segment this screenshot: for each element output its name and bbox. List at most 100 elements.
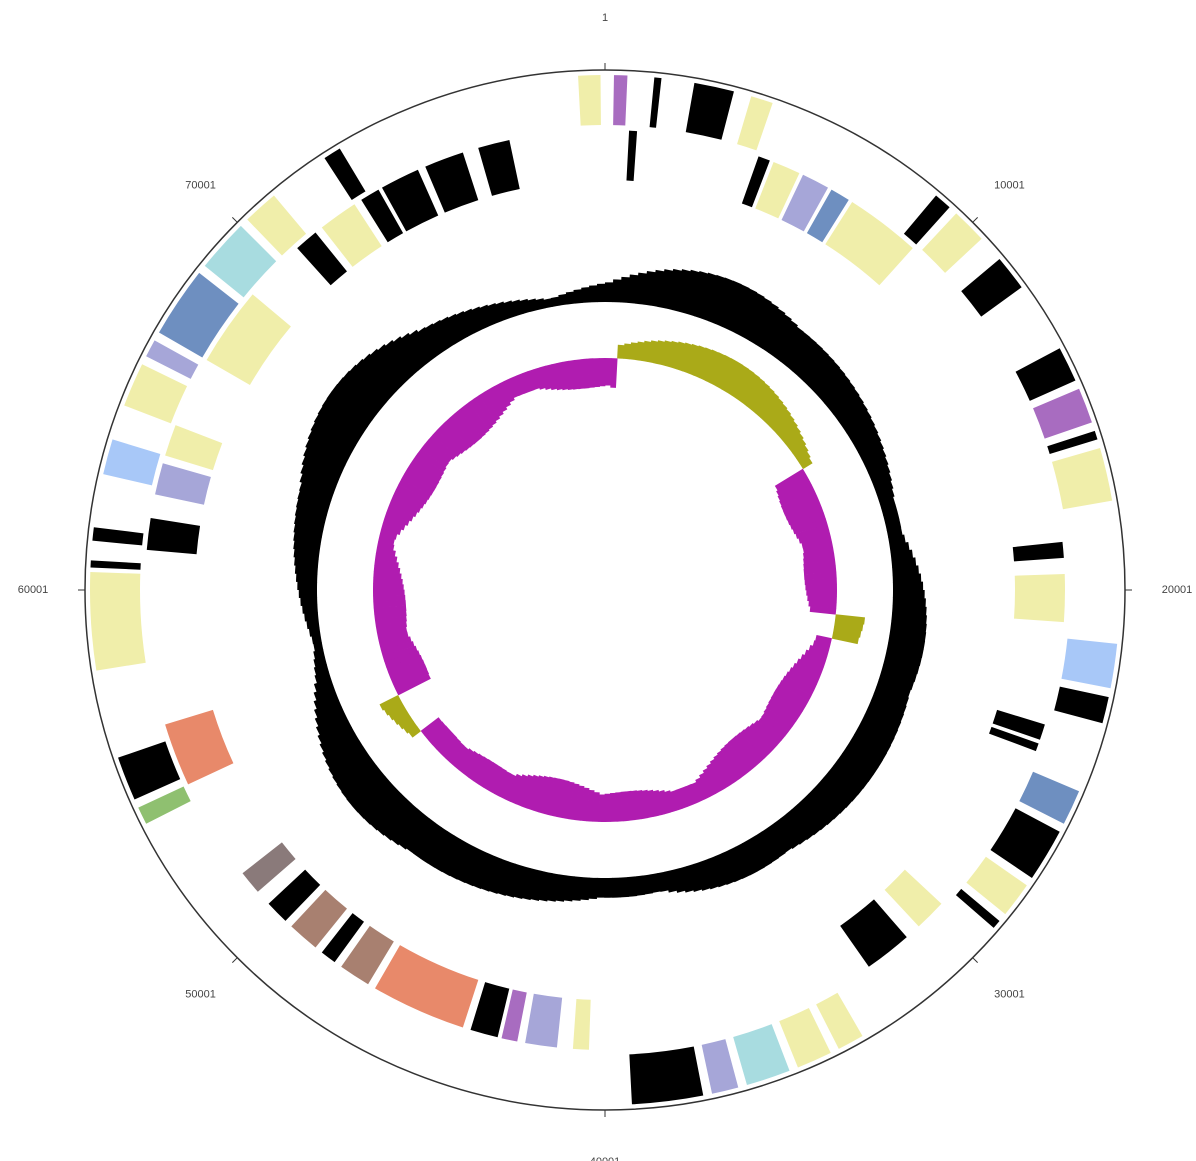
gc-skew-bar xyxy=(807,595,837,603)
gc-content-bar xyxy=(892,605,927,616)
gc-skew-bar xyxy=(592,792,600,822)
gc-content-bar xyxy=(892,573,922,583)
gc-content-bar xyxy=(409,329,437,362)
tick-mark xyxy=(232,957,238,963)
gene-block xyxy=(204,225,277,298)
gc-content-bar xyxy=(432,319,455,349)
gc-skew-bar xyxy=(727,738,756,771)
gc-content-bar xyxy=(349,364,392,403)
gc-content-bar xyxy=(649,873,661,893)
gene-block xyxy=(165,425,223,471)
gc-skew-bar xyxy=(780,490,818,512)
gene-block xyxy=(989,726,1039,752)
gc-content-bar xyxy=(786,337,817,372)
gc-skew-bar xyxy=(802,541,834,554)
gene-block xyxy=(685,82,734,140)
gene-block xyxy=(816,992,863,1049)
gc-content-bar xyxy=(742,297,772,341)
gene-block xyxy=(1019,771,1080,824)
gc-content-bar xyxy=(589,285,598,303)
gc-skew-bar xyxy=(800,654,826,668)
gene-block xyxy=(955,888,1000,928)
gc-skew-bar xyxy=(706,763,727,792)
gc-content-bar xyxy=(728,288,758,334)
gc-content-bar xyxy=(892,590,925,599)
gc-skew-bar xyxy=(376,541,395,551)
gc-content-bar xyxy=(385,340,419,376)
gc-skew-bar xyxy=(812,640,831,651)
gene-block xyxy=(806,189,849,243)
gc-content-bar xyxy=(870,693,907,715)
gc-content-bar xyxy=(307,430,353,460)
gc-skew-bar xyxy=(510,774,528,805)
gc-content-bar xyxy=(543,298,554,309)
gc-content-bar xyxy=(313,678,334,693)
gc-content-bar xyxy=(890,620,927,633)
gc-content-bar xyxy=(417,327,443,358)
gc-content-bar xyxy=(596,283,606,303)
gc-skew-bar xyxy=(463,402,490,434)
gc-content-bar xyxy=(363,787,402,825)
gc-skew-bar xyxy=(744,726,774,755)
gc-content-bar xyxy=(294,515,326,531)
gc-content-bar xyxy=(735,843,758,876)
gc-skew-bar xyxy=(792,444,809,459)
gc-skew-bar xyxy=(544,777,560,816)
gc-content-bar xyxy=(538,871,553,902)
gc-content-bar xyxy=(313,656,327,668)
gc-content-bar xyxy=(293,531,322,545)
gc-skew-bar xyxy=(653,340,666,365)
gc-skew-bar xyxy=(407,463,440,487)
gc-skew-bar xyxy=(420,717,443,737)
gc-content-bar xyxy=(357,782,397,819)
gc-skew-bar xyxy=(483,388,504,417)
gc-skew-bar xyxy=(398,716,414,730)
gc-content-bar xyxy=(823,771,858,802)
gc-content-bar xyxy=(634,875,646,896)
gc-skew-bar xyxy=(699,772,716,797)
gene-block xyxy=(155,463,211,505)
gc-content-bar xyxy=(774,326,804,362)
gc-content-bar xyxy=(317,405,364,440)
gc-content-bar xyxy=(328,746,368,777)
gc-skew-bar xyxy=(568,783,580,821)
gc-skew-bar xyxy=(702,767,721,795)
gc-content-bar xyxy=(650,269,665,307)
gc-skew-bar xyxy=(373,583,404,590)
gc-skew-bar xyxy=(568,359,579,390)
gc-skew-bar xyxy=(834,620,864,632)
gc-skew-bar xyxy=(383,700,405,716)
gc-content-bar xyxy=(780,331,811,367)
gc-content-bar xyxy=(627,876,638,897)
gc-skew-bar xyxy=(808,645,830,657)
gc-content-bar xyxy=(487,302,503,324)
gc-skew-bar xyxy=(764,403,788,427)
gc-skew-bar xyxy=(801,535,833,549)
gc-content-bar xyxy=(864,456,889,474)
gc-skew-bar xyxy=(760,397,784,422)
gc-skew-bar xyxy=(726,365,750,396)
gc-content-bar xyxy=(664,268,683,311)
gc-content-bar xyxy=(837,402,868,428)
gc-skew-bar xyxy=(516,373,530,395)
gc-skew-bar xyxy=(768,698,800,722)
gc-skew-bar xyxy=(748,723,778,750)
gc-skew-bar xyxy=(804,577,837,586)
gc-content-bar xyxy=(393,336,425,372)
gene-block xyxy=(242,842,296,892)
gc-content-bar xyxy=(693,861,711,891)
gc-content-bar xyxy=(868,464,891,481)
gc-content-bar xyxy=(401,332,431,367)
position-label: 70001 xyxy=(185,179,216,191)
gc-content-bar xyxy=(302,604,318,614)
gc-skew-bar xyxy=(782,495,820,516)
gc-skew-bar xyxy=(736,373,760,403)
gc-skew-bar xyxy=(776,474,810,497)
gc-content-bar xyxy=(864,707,902,731)
gene-block xyxy=(247,195,307,256)
gene-block xyxy=(425,152,479,213)
gc-skew-bar xyxy=(374,610,407,621)
gene-block xyxy=(138,786,191,824)
gc-content-bar xyxy=(876,488,895,502)
gc-content-bar xyxy=(728,846,751,880)
